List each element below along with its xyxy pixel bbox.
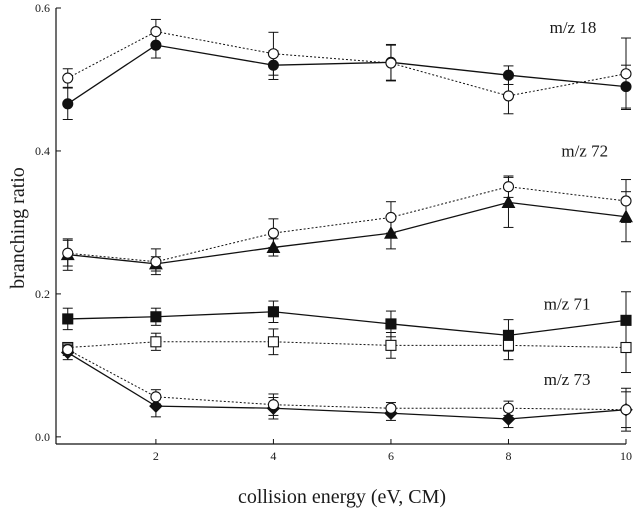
data-point [502, 181, 515, 193]
series-5 [62, 321, 632, 374]
series-1 [62, 18, 632, 115]
y-tick-label: 0.6 [35, 1, 50, 15]
series-7 [62, 343, 632, 432]
data-point [501, 195, 516, 208]
data-point [385, 57, 397, 69]
data-point [620, 68, 632, 80]
data-point [267, 48, 279, 60]
data-point [385, 402, 397, 414]
series-group [60, 18, 633, 432]
data-point [267, 306, 279, 318]
series-line [67, 349, 627, 411]
data-point [62, 313, 74, 325]
data-point [62, 344, 74, 356]
series-line [67, 44, 627, 105]
x-tick-label: 10 [620, 449, 632, 463]
y-tick-label: 0.2 [35, 287, 50, 301]
x-tick-label: 4 [270, 449, 276, 463]
data-point [620, 195, 632, 207]
data-point [502, 339, 515, 351]
series-3 [62, 175, 632, 276]
data-point [150, 26, 162, 38]
data-point [62, 247, 74, 259]
data-point [150, 311, 162, 323]
series-label: m/z 72 [561, 141, 608, 160]
data-point [385, 211, 397, 223]
x-tick-label: 6 [388, 449, 394, 463]
axes [55, 8, 626, 445]
data-point [267, 227, 279, 239]
series-labels: m/z 18 m/z 72 m/z 71 m/z 73 [544, 18, 608, 389]
series-label: m/z 18 [550, 18, 597, 37]
data-point [502, 90, 515, 102]
data-point [501, 412, 516, 426]
data-point [150, 256, 162, 268]
series-line [67, 201, 627, 265]
data-point [620, 341, 632, 354]
x-tick-label: 8 [505, 449, 511, 463]
series-label: m/z 73 [544, 370, 591, 389]
data-point [502, 402, 515, 414]
series-line [67, 341, 627, 349]
series-label: m/z 71 [544, 294, 591, 313]
data-point [150, 336, 162, 348]
ticks: 2 4 6 8 10 0.0 0.2 0.4 0.6 [35, 1, 632, 463]
y-tick-label: 0.0 [35, 430, 50, 444]
series-line [67, 311, 627, 337]
data-point [62, 98, 74, 110]
data-point [150, 391, 162, 403]
y-tick-label: 0.4 [35, 144, 50, 158]
series-0 [62, 31, 632, 121]
data-point [385, 339, 397, 351]
data-point [620, 404, 632, 416]
y-axis-title: branching ratio [7, 167, 29, 289]
series-line [67, 186, 627, 263]
series-2 [60, 176, 633, 272]
data-point [267, 399, 279, 411]
data-point [385, 318, 397, 330]
x-tick-label: 2 [153, 449, 159, 463]
x-axis-title: collision energy (eV, CM) [238, 486, 446, 508]
series-line [67, 351, 627, 420]
data-point [267, 336, 279, 348]
data-point [62, 72, 74, 84]
